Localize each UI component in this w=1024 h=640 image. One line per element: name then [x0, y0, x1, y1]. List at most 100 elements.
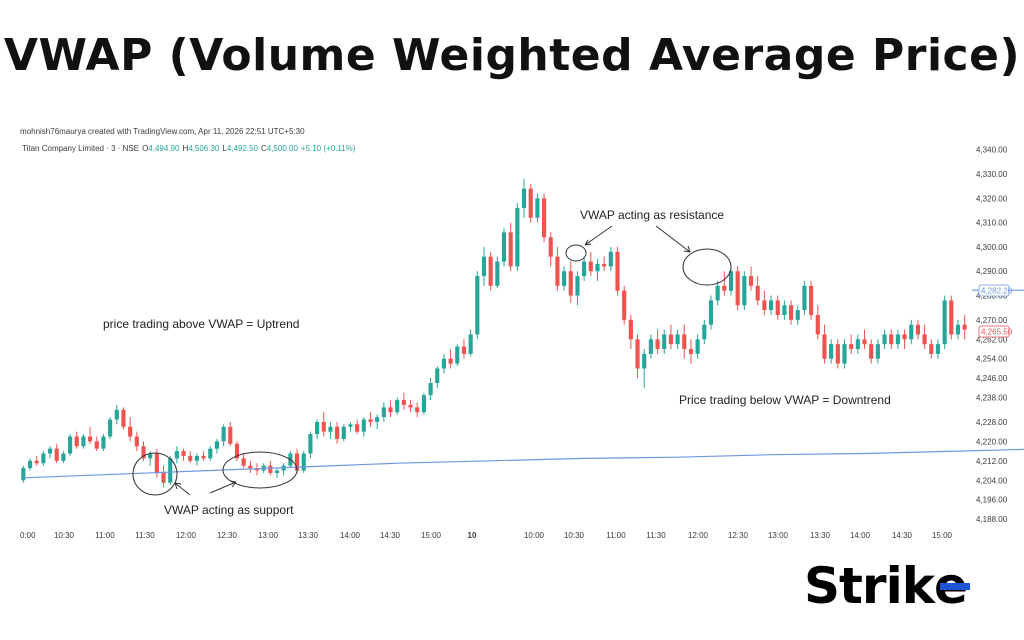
low-label: L	[222, 144, 227, 153]
candle-body	[74, 436, 79, 447]
candle	[809, 280, 814, 320]
candle	[401, 392, 406, 410]
candle-body	[201, 455, 206, 459]
candle	[121, 407, 126, 430]
candle-body	[748, 276, 754, 286]
candle	[34, 455, 39, 466]
candle-body	[875, 344, 880, 359]
candle-body	[348, 424, 353, 427]
candle	[308, 431, 313, 459]
candle	[181, 448, 186, 461]
candle-body	[101, 436, 106, 449]
candle	[722, 271, 727, 296]
resistance-ellipse-1	[565, 244, 587, 262]
candle	[27, 458, 33, 471]
candle	[341, 424, 346, 442]
y-tick-label: 4,290.00	[976, 267, 1008, 276]
candle-body	[882, 334, 887, 345]
candle	[782, 300, 787, 320]
candle-body	[668, 334, 673, 345]
candle-body	[842, 344, 847, 364]
candle	[315, 419, 320, 439]
candle-body	[962, 324, 967, 330]
candle	[141, 441, 146, 461]
resistance-ellipse-2	[682, 248, 732, 286]
candle-body	[802, 285, 807, 311]
support-ellipse-1	[132, 452, 178, 496]
candle	[602, 256, 607, 272]
candle-body	[248, 465, 253, 469]
resistance-arrow-1	[584, 225, 613, 246]
candle	[675, 329, 680, 350]
y-tick-label: 4,228.00	[976, 418, 1008, 427]
candle-body	[481, 256, 487, 277]
candle-body	[955, 324, 961, 335]
vwap-line	[23, 289, 1024, 479]
candle	[802, 280, 807, 315]
candle	[201, 451, 206, 461]
candles-layer	[21, 178, 967, 488]
candle-body	[715, 285, 720, 301]
candle	[822, 324, 827, 364]
candle	[428, 378, 433, 401]
candle-body	[241, 458, 246, 466]
candle	[768, 295, 774, 315]
candle-body	[161, 472, 166, 483]
candle-body	[448, 358, 453, 364]
candle	[688, 339, 694, 364]
candle	[582, 256, 587, 281]
candle	[41, 451, 46, 466]
candle	[922, 324, 927, 350]
candle	[521, 178, 527, 218]
change-value: +5.10 (+0.11%)	[300, 144, 356, 153]
candle	[375, 414, 380, 430]
x-tick-label: 11:00	[606, 531, 626, 540]
candle-body	[395, 400, 400, 413]
candle	[355, 419, 360, 435]
candle	[361, 417, 366, 437]
candle-body	[895, 334, 900, 345]
candle-body	[849, 344, 854, 350]
candle	[501, 227, 507, 267]
candle	[468, 329, 473, 357]
candle-body	[168, 458, 173, 483]
logo-e-with-arrow: e	[934, 556, 970, 616]
candle-body	[562, 271, 567, 286]
candle	[895, 329, 900, 350]
x-tick-label: 13:30	[810, 531, 831, 540]
candle	[748, 266, 754, 291]
candle-body	[595, 263, 600, 272]
candle-body	[682, 334, 687, 350]
candle-body	[789, 305, 794, 320]
candle	[54, 443, 59, 464]
candle	[708, 295, 714, 330]
resistance-arrow-2-head	[683, 245, 691, 253]
candle	[829, 339, 834, 364]
candle	[728, 266, 734, 296]
x-tick-label: 13:30	[298, 531, 319, 540]
support-arrow-2-head	[229, 480, 237, 488]
candle-body	[341, 426, 346, 439]
candle	[562, 266, 567, 291]
candle-body	[575, 276, 580, 296]
candle-body	[528, 188, 533, 218]
symbol-name: Titan Company Limited · 3 · NSE	[22, 144, 140, 153]
candle	[421, 392, 426, 415]
candle-body	[461, 346, 467, 354]
candle-body	[194, 455, 199, 461]
candle-body	[21, 468, 26, 481]
y-tick-label: 4,220.00	[976, 437, 1008, 446]
resistance-arrow-2	[655, 225, 691, 253]
candle	[194, 453, 199, 466]
candle-body	[428, 383, 433, 396]
support-arrow-1	[174, 482, 191, 496]
candle-body	[388, 407, 393, 413]
candle-body	[408, 404, 413, 408]
y-tick-label: 4,340.00	[976, 146, 1008, 155]
candle-body	[508, 232, 513, 267]
candle	[655, 329, 660, 354]
candle	[208, 446, 213, 461]
candle	[395, 397, 400, 415]
candle-body	[455, 346, 460, 364]
